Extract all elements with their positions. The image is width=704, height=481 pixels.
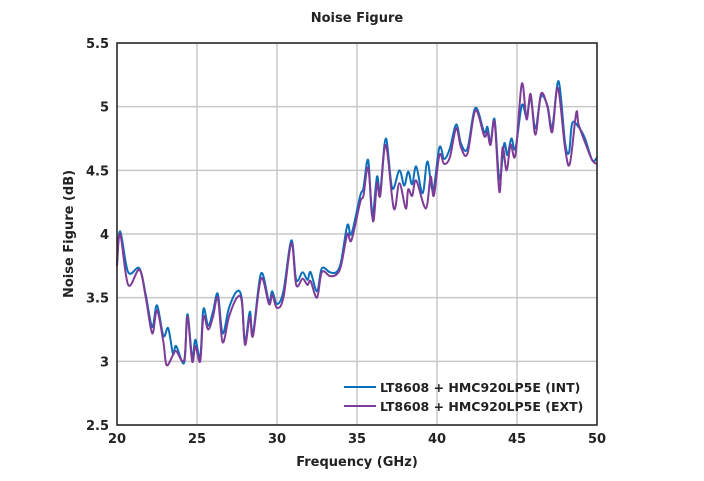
y-tick-label: 2.5 bbox=[86, 419, 109, 434]
y-tick-label: 4.5 bbox=[86, 164, 109, 179]
y-axis-label: Noise Figure (dB) bbox=[62, 170, 77, 298]
x-axis-label: Frequency (GHz) bbox=[296, 455, 418, 470]
y-tick-label: 5 bbox=[100, 101, 109, 116]
x-tick-label: 35 bbox=[348, 432, 366, 447]
x-tick-label: 45 bbox=[508, 432, 526, 447]
x-tick-label: 30 bbox=[268, 432, 286, 447]
legend-label-ext: LT8608 + HMC920LP5E (EXT) bbox=[380, 399, 583, 414]
y-tick-label: 3.5 bbox=[86, 292, 109, 307]
y-tick-label: 4 bbox=[100, 228, 109, 243]
x-tick-label: 50 bbox=[588, 432, 606, 447]
y-tick-label: 5.5 bbox=[86, 37, 109, 52]
x-tick-label: 40 bbox=[428, 432, 446, 447]
legend: LT8608 + HMC920LP5E (INT) LT8608 + HMC92… bbox=[344, 380, 583, 414]
x-tick-label: 25 bbox=[188, 432, 206, 447]
y-tick-label: 3 bbox=[100, 355, 109, 370]
legend-label-int: LT8608 + HMC920LP5E (INT) bbox=[380, 380, 580, 395]
x-tick-label: 20 bbox=[108, 432, 126, 447]
y-tick-labels: 2.5 3 3.5 4 4.5 5 5.5 bbox=[86, 37, 109, 434]
x-tick-labels: 20 25 30 35 40 45 50 bbox=[108, 432, 606, 447]
chart-title: Noise Figure bbox=[311, 11, 404, 26]
